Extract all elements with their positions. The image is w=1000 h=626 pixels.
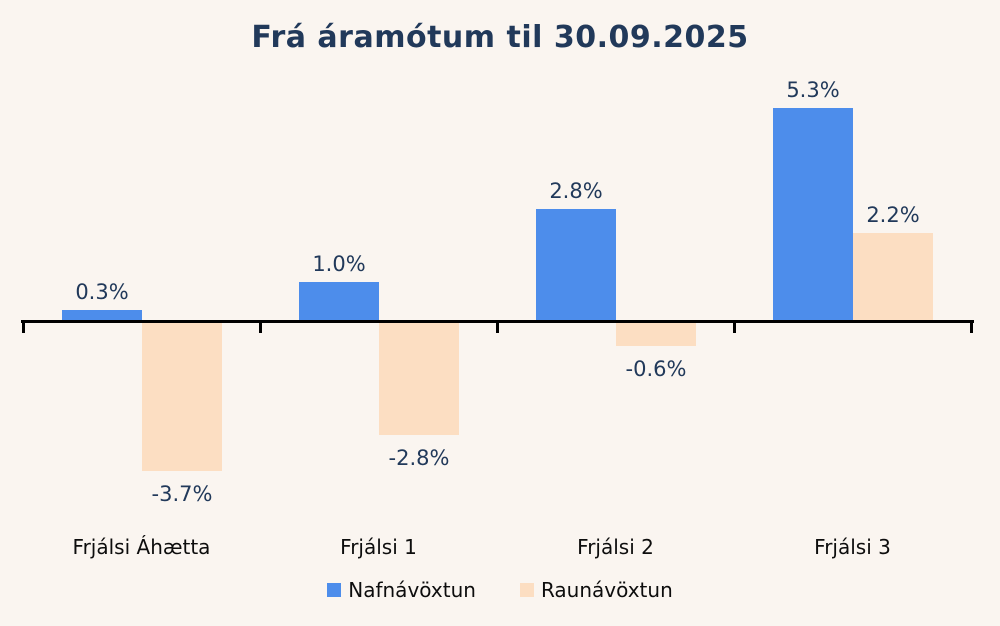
category-label: Frjálsi Áhætta — [72, 535, 211, 559]
x-axis-tick — [970, 320, 973, 333]
legend-swatch-raunavoxtun — [519, 583, 534, 597]
bar-nafnavoxtun — [773, 108, 853, 322]
category-label: Frjálsi 1 — [340, 535, 417, 559]
bar-nafnavoxtun — [299, 282, 379, 322]
bar-nafnavoxtun — [62, 310, 142, 322]
value-label-nafnavoxtun: 0.3% — [75, 280, 129, 304]
legend-label-nafnavoxtun: Nafnávöxtun — [348, 578, 476, 602]
value-label-raunavoxtun: -3.7% — [151, 482, 213, 506]
value-label-nafnavoxtun: 1.0% — [312, 252, 366, 276]
legend-item-nafnavoxtun: Nafnávöxtun — [327, 578, 476, 602]
x-axis-tick — [259, 320, 262, 333]
bar-raunavoxtun — [142, 322, 222, 471]
bar-nafnavoxtun — [536, 209, 616, 322]
chart-title: Frá áramótum til 30.09.2025 — [251, 20, 749, 55]
legend-swatch-nafnavoxtun — [327, 583, 342, 597]
bar-raunavoxtun — [616, 322, 696, 346]
category-label: Frjálsi 2 — [577, 535, 654, 559]
value-label-nafnavoxtun: 2.8% — [549, 179, 603, 203]
category-label: Frjálsi 3 — [814, 535, 891, 559]
value-label-raunavoxtun: -0.6% — [625, 357, 687, 381]
legend: Nafnávöxtun Raunávöxtun — [0, 578, 1000, 602]
value-label-raunavoxtun: 2.2% — [866, 203, 920, 227]
x-axis-tick — [496, 320, 499, 333]
x-axis-tick — [22, 320, 25, 333]
bar-raunavoxtun — [379, 322, 459, 435]
value-label-nafnavoxtun: 5.3% — [786, 78, 840, 102]
legend-item-raunavoxtun: Raunávöxtun — [519, 578, 673, 602]
legend-label-raunavoxtun: Raunávöxtun — [540, 578, 673, 602]
value-label-raunavoxtun: -2.8% — [388, 446, 450, 470]
bar-raunavoxtun — [853, 233, 933, 322]
x-axis-tick — [733, 320, 736, 333]
